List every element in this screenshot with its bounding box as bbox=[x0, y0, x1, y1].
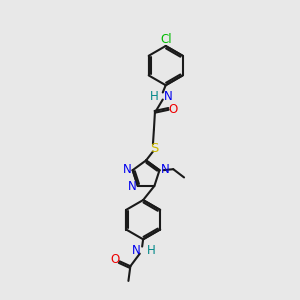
Text: O: O bbox=[111, 253, 120, 266]
Text: O: O bbox=[168, 103, 178, 116]
Text: N: N bbox=[164, 89, 173, 103]
Text: S: S bbox=[150, 142, 158, 155]
Text: Cl: Cl bbox=[161, 33, 172, 46]
Text: N: N bbox=[131, 244, 140, 256]
Text: H: H bbox=[147, 244, 155, 256]
Text: H: H bbox=[150, 89, 158, 103]
Text: N: N bbox=[160, 163, 169, 176]
Text: N: N bbox=[123, 163, 131, 176]
Text: N: N bbox=[128, 181, 136, 194]
